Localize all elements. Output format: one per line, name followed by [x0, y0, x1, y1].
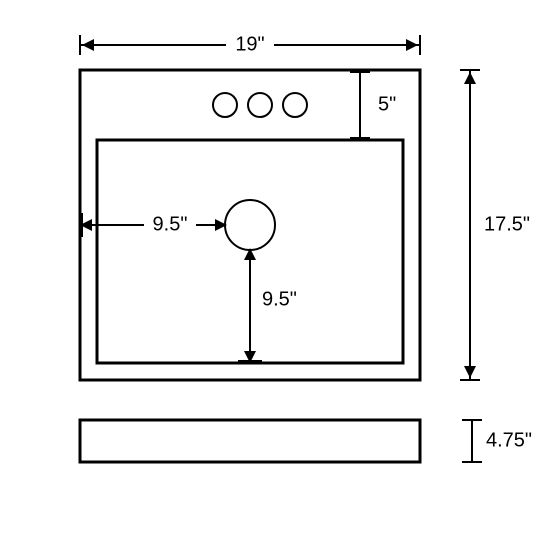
dim-drain-x-label: 9.5" — [153, 213, 188, 235]
dim-drain-y-label: 9.5" — [262, 288, 297, 310]
side-view-rect — [80, 420, 420, 462]
drain-hole — [225, 200, 275, 250]
faucet-hole-1 — [213, 93, 237, 117]
dim-height-label: 17.5" — [484, 213, 530, 235]
dim-faucet-depth-label: 5" — [378, 93, 396, 115]
faucet-hole-3 — [283, 93, 307, 117]
faucet-hole-2 — [248, 93, 272, 117]
dim-side-height-label: 4.75" — [486, 429, 532, 451]
sink-dimension-drawing: 19" 17.5" 5" 9.5" 9.5" 4.75" — [0, 0, 550, 550]
dim-width-label: 19" — [235, 33, 264, 55]
